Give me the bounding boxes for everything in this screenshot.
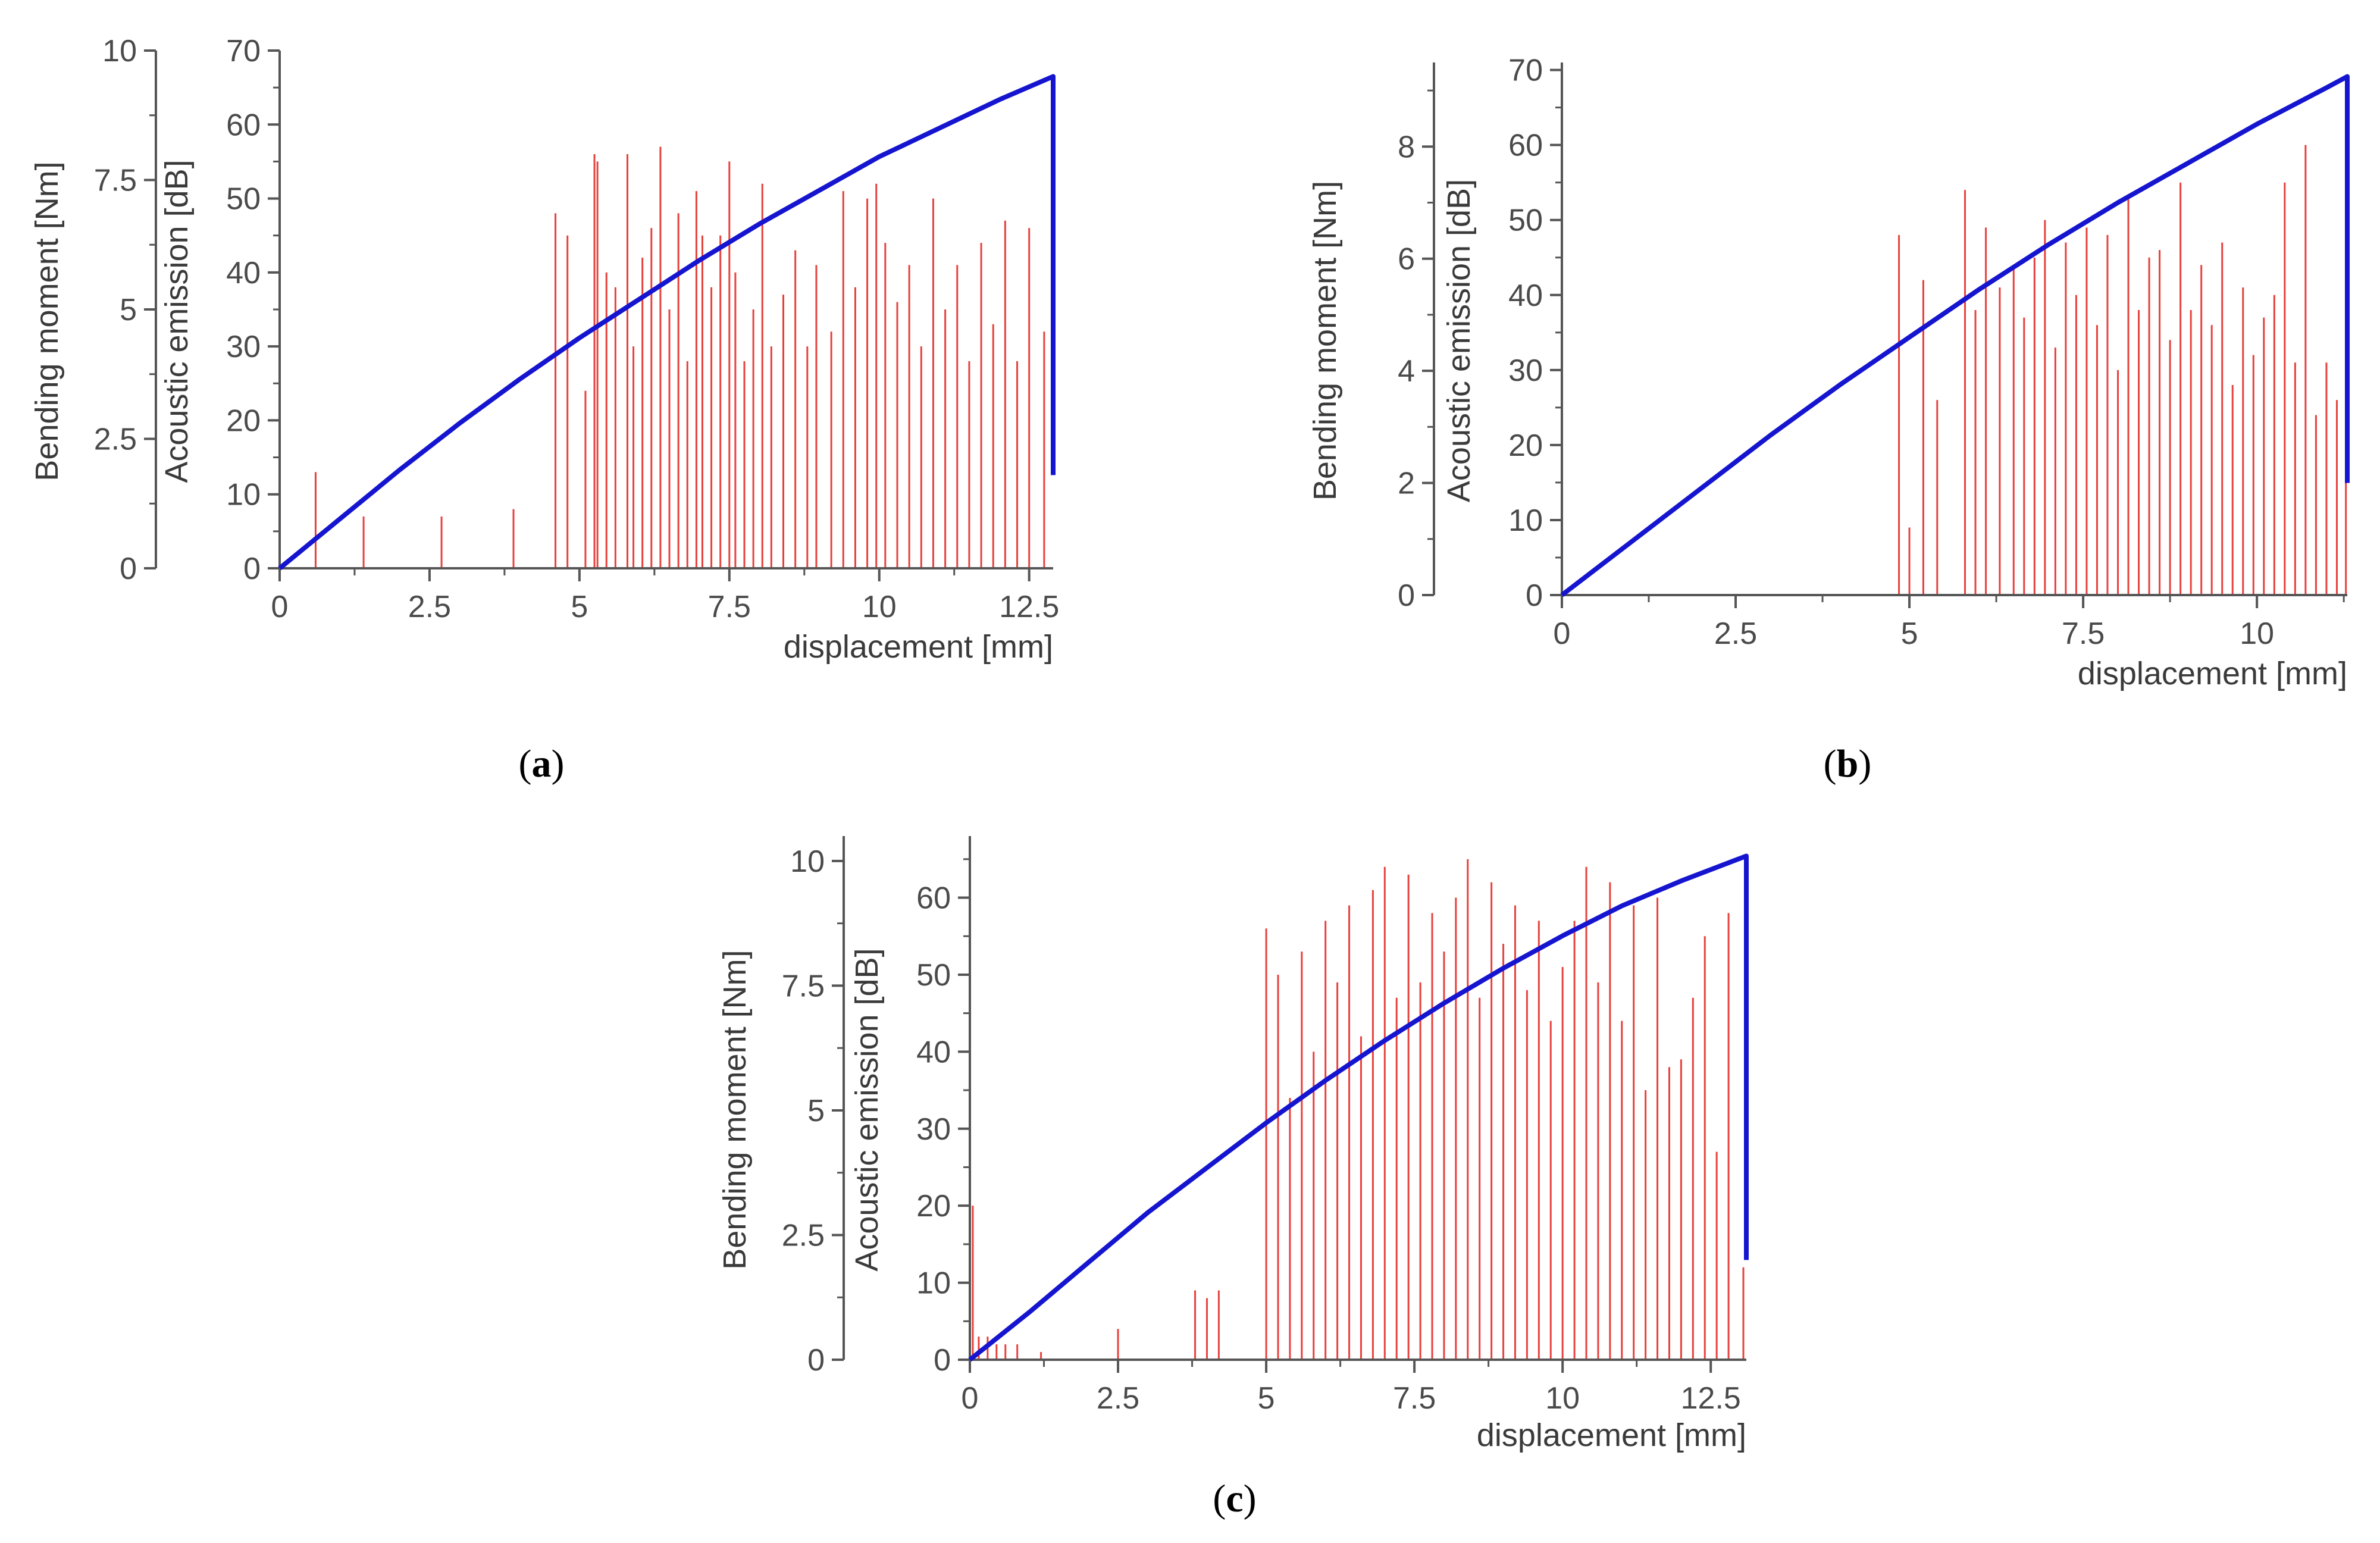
moment-tick-label: 7.5	[94, 164, 137, 198]
ae-tick-label: 50	[226, 182, 261, 217]
ae-tick-label: 70	[226, 34, 261, 68]
x-tick-label: 7.5	[2062, 616, 2105, 651]
chart-a: 0 2.5 5 7.5 10 12.5 0 10 20 30 40 50 60 70 0 2.5 5 7.5 10 d…	[29, 34, 1059, 785]
moment-tick-label: 5	[807, 1094, 825, 1128]
x-tick-label: 10	[1545, 1381, 1580, 1416]
chart-b: 0 2.5 5 7.5 10 0 10 20 30 40 50 60 70 0 2 4 6 8 displaceme…	[1307, 54, 2350, 785]
ae-tick-label: 50	[916, 958, 951, 993]
moment-tick-label: 10	[102, 34, 137, 68]
panel-label-letter: c	[1226, 1477, 1243, 1520]
ae-tick-label: 50	[1508, 204, 1543, 238]
moment-tick-label: 4	[1398, 354, 1415, 389]
x-tick-label: 5	[571, 590, 588, 624]
ae-tick-label: 0	[243, 552, 261, 586]
ae-tick-label: 20	[1508, 428, 1543, 463]
ae-tick-label: 40	[226, 256, 261, 290]
moment-axis-title: Bending moment [Nm]	[29, 161, 65, 481]
x-axis-title: displacement [mm]	[1477, 1417, 1746, 1453]
ae-tick-label: 40	[1508, 278, 1543, 313]
moment-tick-label: 2	[1398, 467, 1415, 501]
ae-tick-label: 10	[1508, 503, 1543, 538]
ae-tick-label: 20	[916, 1189, 951, 1223]
x-tick-label: 0	[962, 1381, 979, 1416]
ae-series	[1898, 145, 2347, 595]
ae-axis-title: Acoustic emission [dB]	[849, 948, 885, 1271]
x-tick-label: 10	[2240, 616, 2274, 651]
ae-series	[314, 146, 1045, 568]
ae-tick-label: 30	[226, 330, 261, 364]
moment-line	[1560, 74, 2350, 597]
panel-label: (a)	[519, 742, 565, 785]
ae-tick-label: 40	[916, 1035, 951, 1069]
ae-tick-label: 0	[1526, 578, 1543, 613]
moment-line	[968, 853, 1749, 1362]
ae-tick-label: 30	[1508, 353, 1543, 388]
x-tick-label: 7.5	[708, 590, 751, 624]
moment-tick-label: 0	[120, 552, 137, 586]
ae-tick-label: 70	[1508, 54, 1543, 88]
x-axis-title: displacement [mm]	[784, 629, 1053, 665]
x-axis-title: displacement [mm]	[2078, 656, 2347, 691]
ae-tick-label: 10	[226, 478, 261, 512]
x-tick-label: 10	[862, 590, 897, 624]
ae-axis-title: Acoustic emission [dB]	[1441, 179, 1477, 502]
moment-tick-label: 0	[1398, 578, 1415, 613]
x-tick-label: 2.5	[408, 590, 451, 624]
x-tick-label: 12.5	[1681, 1381, 1741, 1416]
ae-axis-title: Acoustic emission [dB]	[159, 159, 195, 483]
ae-series	[972, 859, 1745, 1360]
x-tick-label: 2.5	[1097, 1381, 1139, 1416]
ae-tick-label: 60	[226, 108, 261, 142]
moment-tick-label: 7.5	[782, 969, 825, 1003]
moment-axis-title: Bending moment [Nm]	[1307, 181, 1343, 500]
x-tick-label: 0	[271, 590, 289, 624]
panel-label: (b)	[1824, 742, 1872, 785]
chart-c: 0 2.5 5 7.5 10 12.5010203040506002.557.510dis…	[717, 836, 1749, 1520]
panel-label: (c)	[1213, 1477, 1256, 1520]
x-tick-label: 7.5	[1393, 1381, 1436, 1416]
ae-tick-label: 60	[1508, 129, 1543, 163]
x-tick-label: 5	[1258, 1381, 1275, 1416]
x-tick-label: 5	[1901, 616, 1918, 651]
moment-tick-label: 2.5	[94, 422, 137, 457]
panel-label-letter: b	[1837, 742, 1859, 785]
ae-tick-label: 20	[226, 403, 261, 438]
x-tick-label: 2.5	[1714, 616, 1757, 651]
moment-line	[278, 74, 1056, 571]
panel-label-letter: a	[532, 742, 552, 785]
x-tick-label: 12.5	[999, 590, 1059, 624]
moment-tick-label: 6	[1398, 242, 1415, 277]
x-tick-label: 0	[1554, 616, 1571, 651]
ae-tick-label: 30	[916, 1112, 951, 1147]
ae-tick-label: 60	[916, 881, 951, 916]
moment-tick-label: 8	[1398, 130, 1415, 164]
moment-axis-title: Bending moment [Nm]	[717, 950, 753, 1269]
ae-tick-label: 0	[934, 1343, 951, 1378]
moment-tick-label: 2.5	[782, 1218, 825, 1253]
moment-tick-label: 0	[807, 1343, 825, 1378]
ae-tick-label: 10	[916, 1266, 951, 1301]
moment-tick-label: 10	[790, 844, 825, 879]
moment-tick-label: 5	[120, 293, 137, 327]
